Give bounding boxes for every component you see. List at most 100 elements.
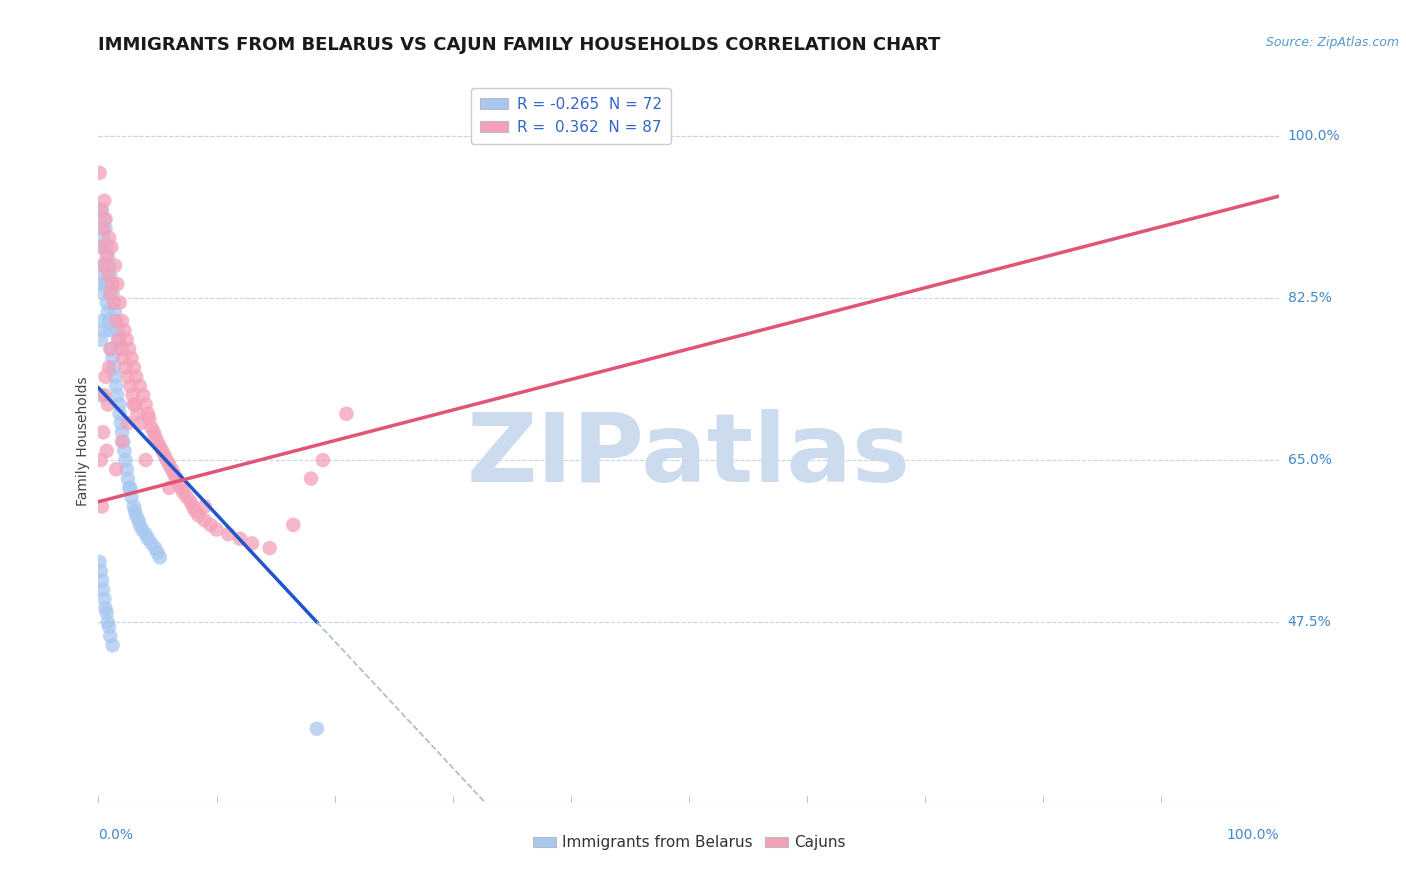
Point bbox=[114, 453, 136, 467]
Point bbox=[117, 369, 139, 384]
Point bbox=[90, 202, 112, 217]
Point bbox=[98, 323, 121, 337]
Point bbox=[110, 342, 132, 356]
Point bbox=[160, 462, 183, 476]
Point bbox=[180, 494, 202, 508]
Point bbox=[118, 342, 141, 356]
Legend: Immigrants from Belarus, Cajuns: Immigrants from Belarus, Cajuns bbox=[527, 830, 851, 856]
Point bbox=[181, 500, 204, 514]
Point bbox=[105, 277, 128, 291]
Point bbox=[105, 314, 128, 328]
Point bbox=[138, 411, 160, 425]
Point bbox=[97, 249, 120, 263]
Point bbox=[157, 481, 180, 495]
Point bbox=[217, 527, 239, 541]
Point bbox=[101, 286, 124, 301]
Point bbox=[105, 314, 128, 328]
Point bbox=[128, 517, 150, 532]
Point bbox=[149, 439, 172, 453]
Point bbox=[111, 434, 134, 449]
Point bbox=[143, 430, 166, 444]
Point bbox=[167, 476, 190, 491]
Point bbox=[143, 541, 166, 555]
Point bbox=[124, 504, 146, 518]
Point bbox=[335, 407, 357, 421]
Point bbox=[103, 360, 125, 375]
Point bbox=[100, 240, 122, 254]
Point bbox=[101, 351, 124, 366]
Point bbox=[176, 490, 198, 504]
Text: ZIPatlas: ZIPatlas bbox=[467, 409, 911, 502]
Point bbox=[120, 379, 142, 393]
Point bbox=[108, 295, 131, 310]
Point bbox=[142, 425, 165, 440]
Point bbox=[187, 508, 209, 523]
Point bbox=[135, 453, 157, 467]
Point bbox=[283, 517, 305, 532]
Point bbox=[299, 472, 322, 486]
Point bbox=[93, 592, 115, 607]
Point bbox=[172, 485, 194, 500]
Point bbox=[312, 453, 335, 467]
Point bbox=[125, 369, 148, 384]
Point bbox=[115, 462, 138, 476]
Point bbox=[184, 504, 207, 518]
Text: 0.0%: 0.0% bbox=[98, 828, 134, 842]
Point bbox=[91, 202, 114, 217]
Text: IMMIGRANTS FROM BELARUS VS CAJUN FAMILY HOUSEHOLDS CORRELATION CHART: IMMIGRANTS FROM BELARUS VS CAJUN FAMILY … bbox=[98, 36, 941, 54]
Point bbox=[150, 443, 173, 458]
Point bbox=[91, 314, 114, 328]
Point bbox=[104, 259, 127, 273]
Point bbox=[90, 564, 112, 578]
Point bbox=[96, 443, 118, 458]
Point bbox=[110, 416, 132, 430]
Point bbox=[305, 722, 328, 736]
Point bbox=[91, 240, 114, 254]
Point bbox=[90, 388, 112, 402]
Point bbox=[94, 212, 117, 227]
Point bbox=[98, 360, 121, 375]
Point bbox=[89, 277, 111, 291]
Point bbox=[105, 379, 128, 393]
Point bbox=[91, 286, 114, 301]
Point bbox=[135, 397, 157, 411]
Point bbox=[98, 342, 121, 356]
Point bbox=[141, 536, 163, 550]
Point bbox=[94, 277, 117, 291]
Point bbox=[98, 268, 121, 282]
Point bbox=[111, 314, 134, 328]
Point bbox=[94, 221, 117, 235]
Point bbox=[121, 490, 143, 504]
Point bbox=[89, 240, 111, 254]
Point bbox=[194, 500, 217, 514]
Point bbox=[98, 314, 121, 328]
Point bbox=[108, 397, 131, 411]
Point bbox=[200, 517, 222, 532]
Text: 47.5%: 47.5% bbox=[1288, 615, 1331, 629]
Point bbox=[91, 259, 114, 273]
Point bbox=[122, 360, 145, 375]
Point bbox=[107, 333, 129, 347]
Point bbox=[115, 333, 138, 347]
Point bbox=[128, 379, 150, 393]
Point bbox=[89, 166, 111, 180]
Point bbox=[107, 333, 129, 347]
Point bbox=[93, 212, 115, 227]
Point bbox=[117, 416, 139, 430]
Point bbox=[229, 532, 252, 546]
Point bbox=[91, 425, 114, 440]
Point bbox=[146, 434, 169, 449]
Point bbox=[97, 397, 120, 411]
Point bbox=[96, 606, 118, 620]
Point bbox=[96, 249, 118, 263]
Point bbox=[132, 388, 155, 402]
Point bbox=[93, 323, 115, 337]
Point bbox=[104, 305, 127, 319]
Point bbox=[103, 295, 125, 310]
Point bbox=[90, 453, 112, 467]
Point bbox=[89, 555, 111, 569]
Point bbox=[141, 420, 163, 434]
Point bbox=[94, 369, 117, 384]
Point bbox=[90, 333, 112, 347]
Point bbox=[163, 467, 186, 481]
